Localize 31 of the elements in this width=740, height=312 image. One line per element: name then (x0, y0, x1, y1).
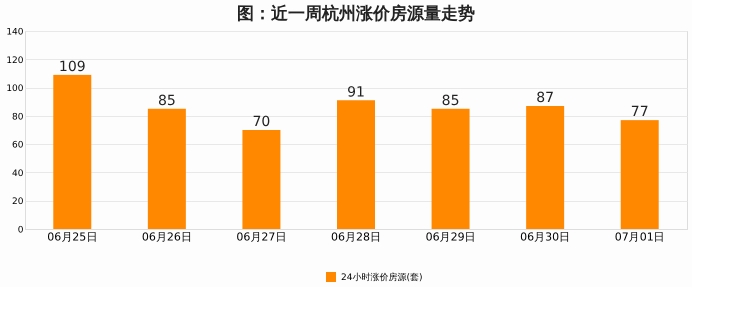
y-tick-label: 80 (12, 112, 24, 122)
data-label: 85 (158, 92, 176, 109)
y-tick-label: 120 (6, 56, 24, 66)
data-label: 77 (630, 104, 649, 120)
bar (242, 130, 280, 229)
bar (432, 108, 470, 229)
y-tick-label: 140 (6, 28, 24, 38)
data-label: 109 (58, 58, 86, 75)
x-tick-label: 06月25日 (47, 230, 98, 244)
data-label: 70 (252, 114, 270, 130)
x-tick-label: 06月27日 (236, 230, 286, 244)
data-label: 87 (536, 90, 554, 106)
bar (337, 100, 375, 229)
x-tick-label: 06月30日 (520, 230, 570, 244)
y-tick-label: 40 (12, 168, 24, 179)
y-tick-label: 100 (6, 84, 24, 94)
y-tick-label: 0 (18, 226, 24, 236)
bar (148, 108, 186, 229)
data-label: 91 (347, 84, 365, 100)
bar (526, 106, 564, 229)
legend-label: 24小时涨价房源(套) (341, 272, 422, 283)
x-tick-label: 07月01日 (614, 230, 665, 244)
data-label: 85 (442, 92, 460, 109)
x-tick-label: 06月26日 (142, 230, 192, 244)
bar (620, 120, 659, 229)
chart-title: 图：近一周杭州涨价房源量走势 (237, 4, 475, 24)
x-tick-label: 06月28日 (331, 230, 381, 244)
y-tick-label: 60 (12, 140, 24, 151)
x-tick-label: 06月29日 (426, 230, 476, 244)
y-tick-label: 20 (12, 197, 24, 208)
bar (53, 74, 92, 229)
